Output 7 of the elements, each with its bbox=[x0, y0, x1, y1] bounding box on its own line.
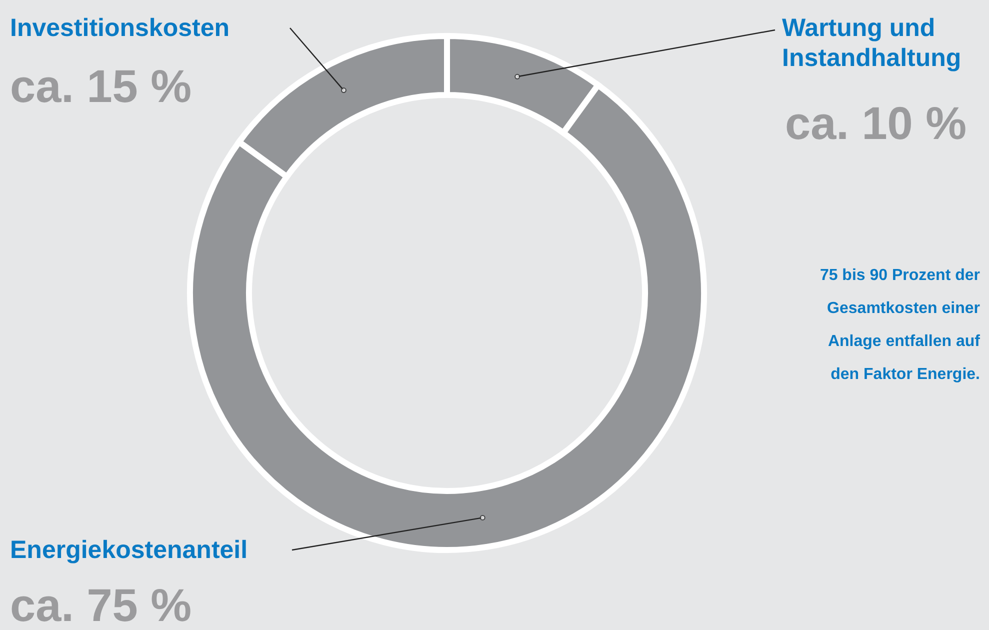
data-label: ca. 10 % bbox=[785, 97, 967, 149]
slice-label: Investitionskosten bbox=[10, 14, 230, 42]
slice-label: Energiekostenanteil bbox=[10, 536, 248, 564]
slice-label: Wartung und Instandhaltung bbox=[782, 14, 962, 72]
text: 75 bis 90 Prozent der Gesamtkosten einer Anlage entfallen auf den Faktor Energie. bbox=[820, 267, 981, 383]
data-label: ca. 75 % bbox=[10, 579, 192, 630]
data-label: ca. 15 % bbox=[10, 60, 192, 112]
